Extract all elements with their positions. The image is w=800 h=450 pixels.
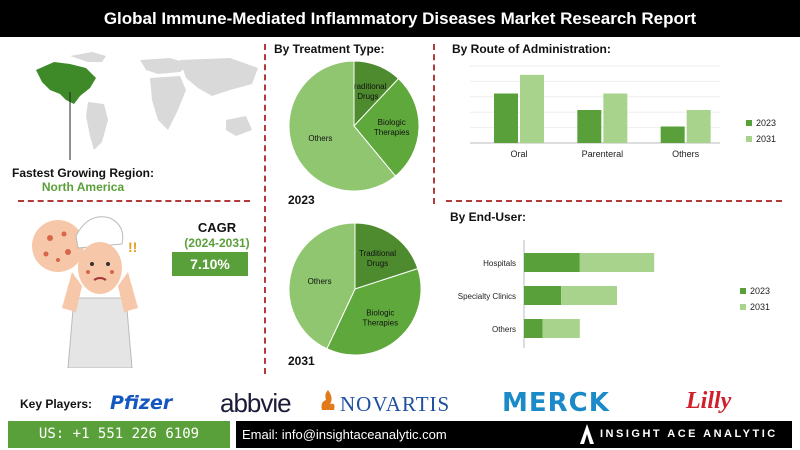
cagr-title: CAGR xyxy=(197,220,237,235)
bar-oral-2023 xyxy=(494,93,518,143)
bar-others-2031 xyxy=(686,110,711,143)
phone-number[interactable]: US: +1 551 226 6109 xyxy=(8,421,230,448)
bar-others-2023 xyxy=(524,319,543,338)
email-link[interactable]: Email: info@insightaceanalytic.com xyxy=(242,427,447,442)
pie-label: Therapies xyxy=(374,128,410,137)
pie-label: Drugs xyxy=(367,259,388,268)
bar-others-2031 xyxy=(542,319,580,338)
category-label: Others xyxy=(672,149,700,159)
divider-left-horizontal xyxy=(18,200,250,202)
pie-label: Others xyxy=(308,277,332,286)
pie-label: Drugs xyxy=(357,92,378,101)
fastest-region-value: North America xyxy=(41,180,125,194)
brand-name: INSIGHT ACE ANALYTIC xyxy=(600,428,778,440)
novartis-logo: NOVARTIS xyxy=(340,392,451,416)
category-label: Hospitals xyxy=(483,259,516,268)
legend-label: 2031 xyxy=(756,134,776,144)
pie-label: Traditional xyxy=(349,82,386,91)
enduser-title: By End-User: xyxy=(450,210,527,224)
bar-specialty-clinics-2031 xyxy=(561,286,617,305)
divider-left xyxy=(264,44,266,374)
world-map-icon xyxy=(36,52,258,160)
insight-ace-logo-icon xyxy=(580,424,594,444)
key-players-label: Key Players: xyxy=(20,397,93,411)
legend-label: 2031 xyxy=(750,302,770,312)
footer-bar xyxy=(236,421,792,448)
treatment-title: By Treatment Type: xyxy=(274,42,385,56)
category-label: Oral xyxy=(510,149,527,159)
enduser-bar-chart: Hospitals Specialty Clinics Others 2023 2031 xyxy=(458,240,770,348)
pie-slice-biologic-therapies xyxy=(353,77,420,177)
pie-2023-year: 2023 xyxy=(288,193,315,207)
pie-2031-year: 2031 xyxy=(288,354,315,368)
pie-label: Therapies xyxy=(363,319,399,328)
route-title: By Route of Administration: xyxy=(452,42,611,56)
pie-slice-others xyxy=(288,222,356,350)
category-label: Parenteral xyxy=(582,149,624,159)
legend-swatch xyxy=(746,136,752,142)
fastest-region-label: Fastest Growing Region: xyxy=(11,166,154,180)
bar-oral-2031 xyxy=(520,74,544,143)
bar-parenteral-2031 xyxy=(603,93,628,143)
patient-illustration: !! xyxy=(32,216,138,368)
svg-text:!!: !! xyxy=(128,239,137,255)
lilly-logo: Lilly xyxy=(686,388,732,414)
pie-slice-traditional-drugs xyxy=(354,222,419,290)
legend-swatch xyxy=(740,288,746,294)
legend-label: 2023 xyxy=(750,286,770,296)
category-label: Specialty Clinics xyxy=(458,292,516,301)
cagr-value: 7.10% xyxy=(172,252,248,276)
novartis-flame-icon xyxy=(321,390,335,410)
cagr-period: (2024-2031) xyxy=(184,236,250,250)
bar-others-2023 xyxy=(660,126,685,143)
pie-label: Biologic xyxy=(378,118,406,127)
divider-right xyxy=(433,44,435,204)
abbvie-logo: abbvie xyxy=(220,388,292,418)
legend-label: 2023 xyxy=(756,118,776,128)
merck-logo: MERCK xyxy=(502,388,610,418)
divider-right-horizontal xyxy=(446,200,782,202)
route-bar-chart: Oral Parenteral Others 2023 2031 xyxy=(470,65,776,159)
legend-swatch xyxy=(746,120,752,126)
legend-swatch xyxy=(740,304,746,310)
report-title: Global Immune-Mediated Inflammatory Dise… xyxy=(0,0,800,37)
bar-specialty-clinics-2023 xyxy=(524,286,562,305)
pie-label: Biologic xyxy=(366,309,394,318)
pfizer-logo: Pfizer xyxy=(110,392,173,414)
pie-slice-others xyxy=(288,60,397,192)
bar-parenteral-2023 xyxy=(577,110,602,143)
bar-hospitals-2031 xyxy=(579,253,655,272)
pie-label: Traditional xyxy=(359,249,396,258)
pie-slice-biologic-therapies xyxy=(326,267,422,356)
category-label: Others xyxy=(492,325,516,334)
bar-hospitals-2023 xyxy=(524,253,580,272)
pie-label: Others xyxy=(308,134,332,143)
